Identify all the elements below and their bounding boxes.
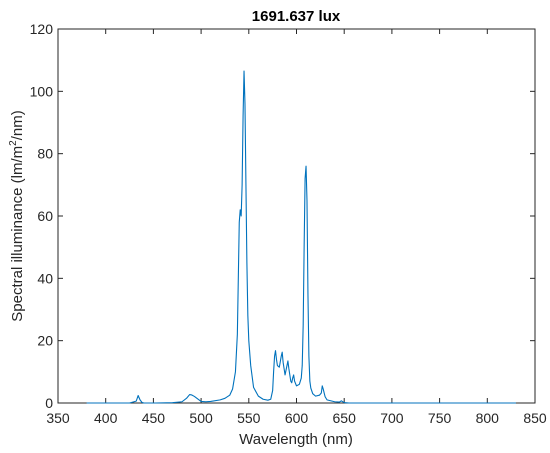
series-layer — [86, 70, 516, 404]
y-tick-label: 0 — [45, 395, 53, 411]
x-tick-label: 400 — [94, 410, 118, 426]
y-tick-label: 120 — [30, 21, 54, 37]
axis-ticks: 350 400 450 500 550 600 650 700 750 800 850 0 20 40 60… — [30, 21, 547, 426]
y-tick-label: 60 — [37, 208, 53, 224]
y-axis-title-main: Spectral illuminance (lm/m — [9, 146, 26, 322]
x-tick-label: 650 — [333, 410, 357, 426]
y-tick-label: 80 — [37, 146, 53, 162]
y-axis-title-tail: /nm) — [9, 110, 26, 140]
x-tick-label: 700 — [380, 410, 404, 426]
x-tick-label: 350 — [46, 410, 70, 426]
y-tick-label: 40 — [37, 270, 53, 286]
x-tick-label: 800 — [476, 410, 500, 426]
x-tick-label: 600 — [285, 410, 309, 426]
series-line — [86, 70, 516, 404]
x-tick-label: 750 — [428, 410, 452, 426]
y-tick-label: 20 — [37, 333, 53, 349]
y-axis-title-sup: 2 — [8, 140, 19, 146]
x-tick-label: 450 — [142, 410, 166, 426]
plot-area — [57, 28, 536, 404]
y-axis-title: Spectral illuminance (lm/m2/nm) — [8, 110, 26, 321]
x-tick-label: 550 — [237, 410, 261, 426]
y-tick-label: 100 — [30, 83, 54, 99]
x-tick-label: 500 — [189, 410, 213, 426]
chart-title: 1691.637 lux — [252, 8, 341, 25]
x-tick-label: 850 — [523, 410, 547, 426]
x-axis-title: Wavelength (nm) — [239, 431, 353, 448]
